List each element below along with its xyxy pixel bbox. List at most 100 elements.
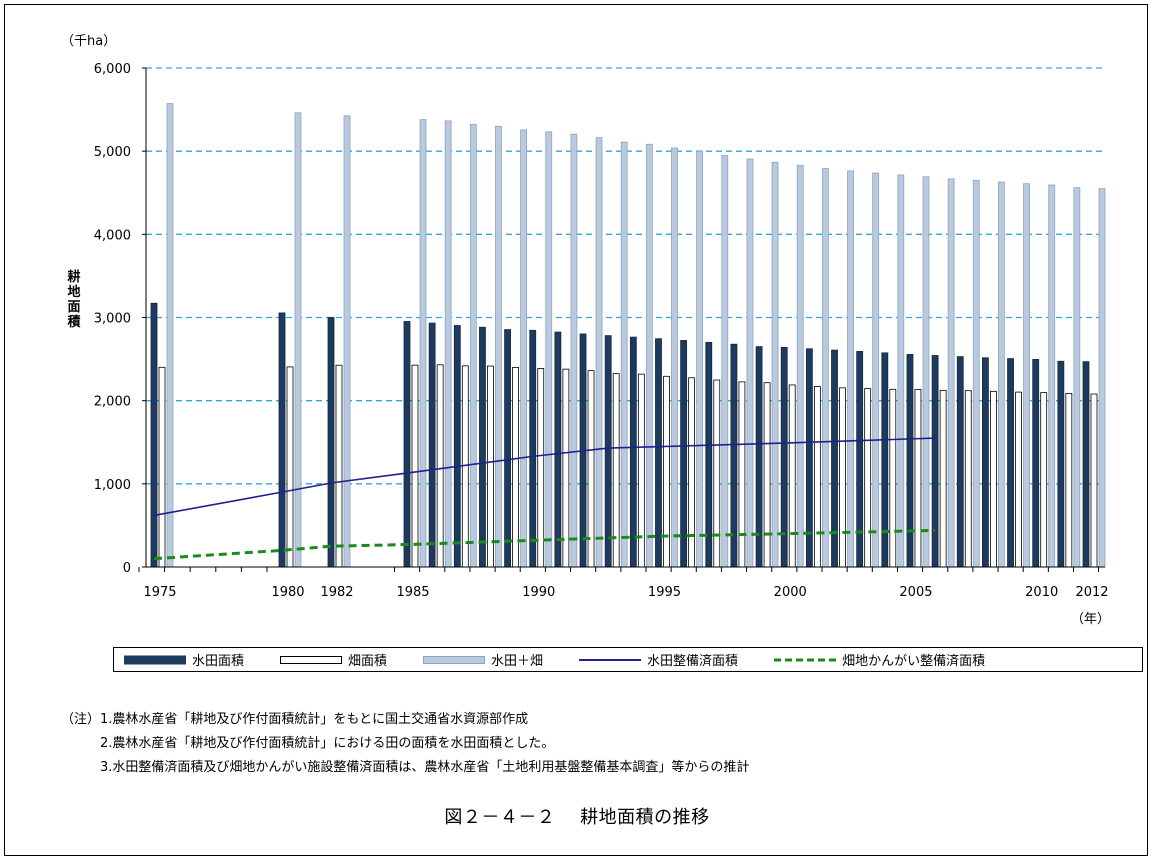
note-line-3: 3.水田整備済面積及び畑地かんがい施設整備済面積は、農林水産省「土地利用基盤整備…: [100, 760, 750, 775]
bar-suiden: [604, 335, 612, 568]
bar-total: [821, 167, 829, 568]
bar-hata: [864, 388, 872, 568]
figure-caption: 図２－４－２ 耕地面積の推移: [444, 807, 710, 828]
legend-swatch-suiden: [124, 655, 186, 664]
legend-item-suiden: 水田面積: [124, 650, 244, 669]
y-tick-label: 0: [123, 561, 131, 576]
y-axis-title-char: 耕: [67, 269, 80, 285]
bar-hata: [562, 368, 570, 568]
x-tick-label: 1982: [320, 585, 353, 600]
x-tick-label: 2005: [899, 585, 932, 600]
bar-hata: [537, 368, 545, 568]
note-line-2: 2.農林水産省「耕地及び作付面積統計」における田の面積を水田面積とした。: [100, 736, 555, 751]
bar-hata: [939, 389, 947, 568]
y-tick-label: 2,000: [94, 395, 131, 410]
bar-suiden: [453, 325, 461, 568]
bar-suiden: [278, 312, 286, 568]
bar-total: [696, 150, 704, 568]
bar-hata: [1065, 393, 1073, 568]
chart-legend: 水田面積 畑面積 水田＋畑 水田整備済面積 畑地かんがい整備済面積: [113, 647, 1143, 672]
legend-label-hatachi-kangai: 畑地かんがい整備済面積: [842, 654, 986, 669]
bar-total: [343, 115, 351, 568]
bar-total: [897, 174, 905, 568]
bar-hata: [335, 364, 343, 568]
bar-hata: [1040, 392, 1048, 568]
bar-total: [947, 178, 955, 568]
x-tick-label: 1985: [396, 585, 429, 600]
y-tick-label: 4,000: [94, 228, 131, 243]
bar-total: [545, 131, 553, 568]
bar-total: [620, 141, 628, 568]
bar-total: [1023, 183, 1030, 568]
line-suiden-seibi: [153, 437, 936, 517]
bar-total: [166, 103, 174, 568]
bar-suiden: [629, 336, 637, 568]
bar-hata: [738, 381, 746, 568]
y-axis-title-char: 積: [66, 314, 81, 330]
y-unit-label: （千ha）: [61, 34, 116, 49]
x-tick-label: 2000: [774, 585, 807, 600]
bar-hata: [512, 366, 519, 568]
bar-suiden: [504, 329, 511, 568]
x-tick-label: 1995: [648, 585, 681, 600]
bar-hata: [964, 390, 972, 568]
y-axis-title-char: 地: [67, 284, 80, 300]
bar-hata: [487, 365, 494, 568]
notes-block: （注）1.農林水産省「耕地及び作付面積統計」をもとに国土交通省水資源部作成 2.…: [61, 708, 749, 780]
bar-suiden: [150, 302, 158, 568]
bar-total: [419, 119, 427, 568]
bar-suiden: [403, 321, 411, 568]
bar-total: [595, 137, 603, 568]
legend-item-hatachi-kangai: 畑地かんがい整備済面積: [774, 650, 985, 669]
bar-hata: [1090, 393, 1098, 568]
legend-label-suiden-seibi: 水田整備済面積: [647, 654, 739, 669]
bar-hata: [436, 364, 444, 568]
legend-swatch-suiden-seibi: [579, 658, 642, 661]
legend-swatch-total: [423, 655, 486, 664]
bar-total: [721, 155, 729, 568]
bar-suiden: [956, 356, 964, 568]
y-tick-label: 1,000: [94, 478, 131, 493]
y-tick-label: 6,000: [94, 62, 131, 77]
bar-hata: [889, 388, 897, 568]
x-tick-label: 1990: [522, 585, 555, 600]
bar-hata: [914, 388, 922, 568]
bar-suiden: [529, 329, 537, 568]
bar-total: [998, 181, 1005, 568]
bar-total: [495, 125, 502, 568]
y-axis-title-char: 面: [67, 300, 80, 315]
legend-swatch-hatachi-kangai: [774, 658, 837, 661]
x-tick-label: 2010: [1025, 585, 1058, 600]
bar-suiden: [554, 331, 562, 568]
bar-total: [520, 129, 527, 568]
legend-label-total: 水田＋畑: [491, 654, 544, 669]
bar-hata: [813, 386, 821, 568]
x-tick-label: 1975: [143, 585, 176, 600]
x-tick-label: 2012: [1075, 585, 1108, 600]
figure-frame: 0 1,000 2,000 3,000 4,000 5,000 6,000 1975 1980 1…: [4, 4, 1148, 856]
bar-suiden: [1082, 361, 1090, 568]
legend-swatch-hata: [280, 655, 343, 664]
bar-hata: [411, 364, 419, 568]
legend-item-suiden-seibi: 水田整備済面積: [579, 650, 738, 669]
bar-suiden: [831, 349, 838, 568]
note-line-1: （注）1.農林水産省「耕地及び作付面積統計」をもとに国土交通省水資源部作成: [61, 712, 529, 727]
bar-total: [469, 123, 477, 568]
legend-item-hata: 畑面積: [280, 650, 387, 669]
legend-label-hata: 畑面積: [348, 654, 388, 669]
x-tick-label: 1980: [271, 585, 304, 600]
bar-hata: [688, 377, 696, 568]
bar-total: [570, 133, 578, 568]
bar-suiden: [906, 354, 914, 568]
bar-total: [294, 112, 302, 568]
y-tick-label: 5,000: [94, 145, 131, 160]
legend-item-total: 水田＋畑: [423, 650, 543, 669]
bar-suiden: [680, 340, 688, 568]
bar-suiden: [1007, 358, 1014, 568]
bar-total: [1048, 184, 1056, 568]
bar-hata: [763, 382, 771, 568]
bar-hata: [713, 379, 721, 568]
bar-hata: [1015, 391, 1022, 568]
bar-suiden: [705, 341, 713, 568]
x-unit-label: （年）: [1071, 612, 1110, 627]
